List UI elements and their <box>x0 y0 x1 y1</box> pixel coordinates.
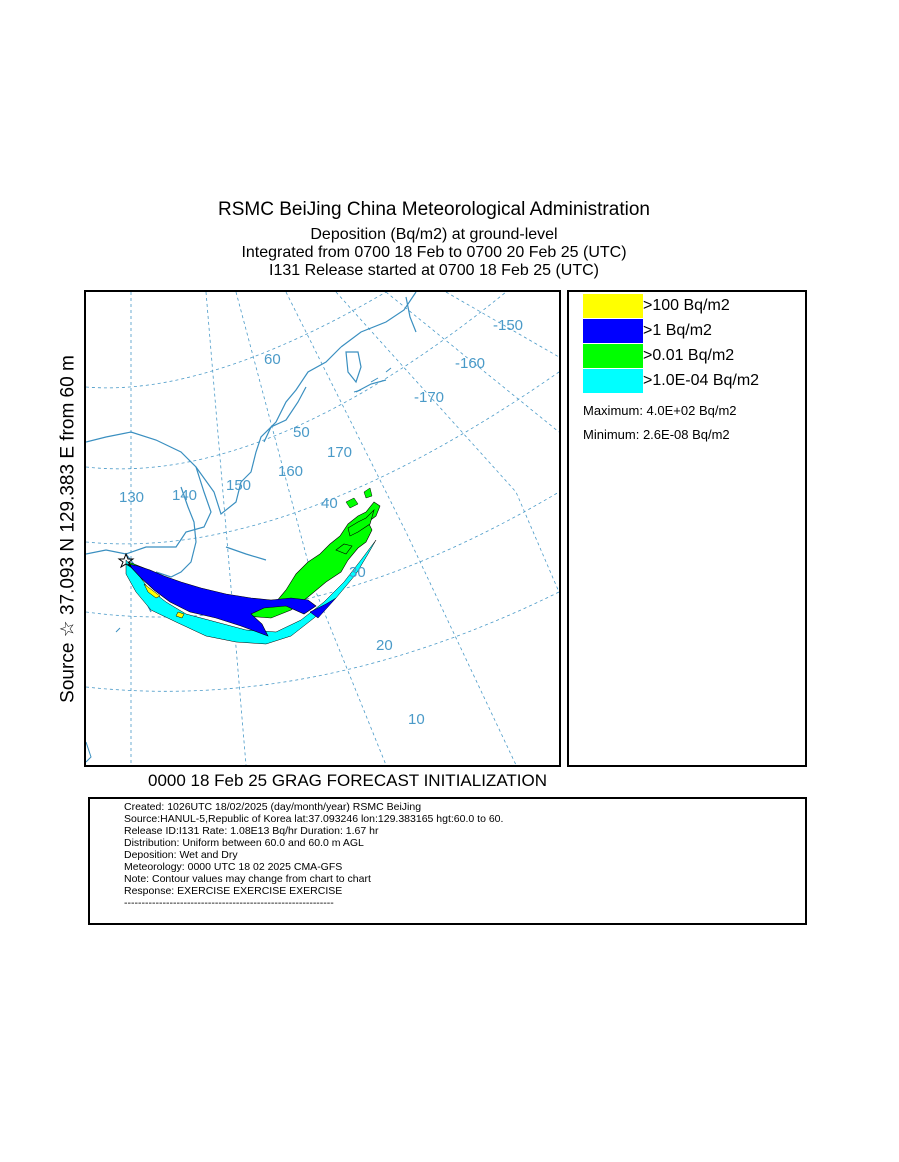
grid-label: 40 <box>321 495 338 512</box>
legend-label: >1.0E-04 Bq/m2 <box>643 372 760 389</box>
grid-label: 20 <box>376 637 393 654</box>
plume-blue-edge <box>309 597 337 619</box>
deposition-plume <box>125 487 381 645</box>
maximum-value: Maximum: 4.0E+02 Bq/m2 <box>583 403 737 418</box>
map-subtitle-release: I131 Release started at 0700 18 Feb 25 (… <box>269 262 599 279</box>
info-line: Distribution: Uniform between 60.0 and 6… <box>124 837 364 849</box>
grid-label: 50 <box>293 424 310 441</box>
info-line: Deposition: Wet and Dry <box>124 849 238 861</box>
info-line: Note: Contour values may change from cha… <box>124 873 371 885</box>
map-subtitle-quantity: Deposition (Bq/m2) at ground-level <box>310 226 558 243</box>
grid-label: 160 <box>278 463 303 480</box>
grid-label: -160 <box>455 355 485 372</box>
plume-blue-contour <box>127 563 317 637</box>
grid-label: 170 <box>327 444 352 461</box>
forecast-init-label: 0000 18 Feb 25 GRAG FORECAST INITIALIZAT… <box>148 771 548 790</box>
run-info-box: Created: 1026UTC 18/02/2025 (day/month/y… <box>88 797 807 925</box>
minimum-value: Minimum: 2.6E-08 Bq/m2 <box>583 427 730 442</box>
legend-label: >1 Bq/m2 <box>643 322 712 339</box>
grid-label: 130 <box>119 489 144 506</box>
plume-cyan-contour <box>125 539 377 645</box>
grid-label: 150 <box>226 477 251 494</box>
info-line: Created: 1026UTC 18/02/2025 (day/month/y… <box>124 801 422 813</box>
plume-yellow-contour <box>143 583 161 599</box>
plume-yellow-spot <box>175 611 185 619</box>
map-canvas: -150 -160 -170 60 50 170 160 150 140 130… <box>86 292 559 765</box>
info-line: ----------------------------------------… <box>124 897 334 909</box>
legend-swatch-blue <box>583 319 643 343</box>
grid-label: 10 <box>408 711 425 728</box>
grid-label: -170 <box>414 389 444 406</box>
source-location-text: Source ☆ 37.093 N 129.383 E from 60 m <box>57 355 79 703</box>
legend-swatch-cyan <box>583 369 643 393</box>
coastlines <box>86 292 417 613</box>
source-location-label: Source ☆ 37.093 N 129.383 E from 60 m <box>57 290 79 768</box>
plume-green-patch <box>347 508 375 537</box>
grid-label: 60 <box>264 351 281 368</box>
legend-swatch-green <box>583 344 643 368</box>
plume-fragment <box>345 497 359 509</box>
map-title: RSMC BeiJing China Meteorological Admini… <box>218 199 650 220</box>
info-line: Response: EXERCISE EXERCISE EXERCISE <box>124 885 343 897</box>
info-line: Source:HANUL-5,Republic of Korea lat:37.… <box>124 813 504 825</box>
legend-swatch-yellow <box>583 294 643 318</box>
info-line: Release ID:I131 Rate: 1.08E13 Bq/hr Dura… <box>124 825 379 837</box>
deposition-map: -150 -160 -170 60 50 170 160 150 140 130… <box>84 290 561 767</box>
map-subtitle-period: Integrated from 0700 18 Feb to 0700 20 F… <box>241 244 627 261</box>
grid-label: 30 <box>349 564 366 581</box>
graticule <box>86 292 559 765</box>
islands <box>86 367 392 763</box>
legend-panel: >100 Bq/m2 >1 Bq/m2 >0.01 Bq/m2 >1.0E-04… <box>567 290 807 767</box>
legend-label: >100 Bq/m2 <box>643 297 730 314</box>
legend-label: >0.01 Bq/m2 <box>643 347 735 364</box>
plume-fragment-tip <box>363 487 373 499</box>
plume-green-blob <box>335 543 353 555</box>
grid-label: -150 <box>493 317 523 334</box>
star-icon <box>117 552 135 569</box>
grid-label: 140 <box>172 487 197 504</box>
info-line: Meteorology: 0000 UTC 18 02 2025 CMA-GFS <box>124 861 343 873</box>
